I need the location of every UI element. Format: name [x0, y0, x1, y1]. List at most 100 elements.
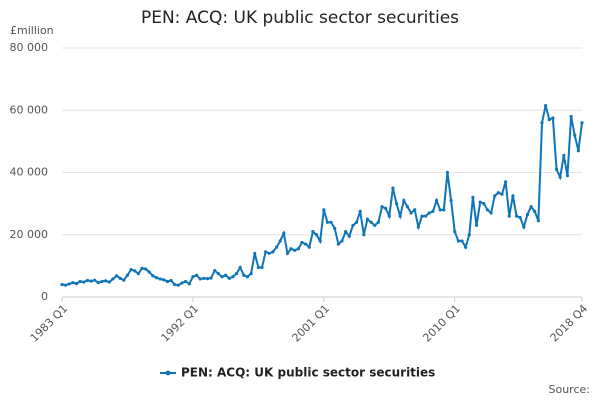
point	[285, 251, 290, 256]
point	[485, 208, 490, 212]
point	[576, 149, 580, 153]
point	[82, 280, 86, 284]
point	[562, 153, 566, 157]
point	[184, 279, 188, 284]
point	[522, 225, 526, 229]
chart-title: PEN: ACQ: UK public sector securities	[141, 8, 459, 28]
point	[136, 272, 140, 276]
point	[169, 278, 173, 283]
point	[478, 200, 482, 204]
point	[289, 247, 293, 251]
point	[413, 208, 417, 212]
point	[274, 245, 279, 249]
point	[253, 251, 257, 256]
point	[438, 208, 442, 212]
point	[162, 278, 166, 282]
point	[176, 283, 180, 287]
point	[194, 273, 199, 277]
point	[78, 279, 82, 284]
point	[213, 268, 217, 273]
point	[147, 270, 151, 274]
point	[391, 186, 395, 190]
point	[558, 175, 562, 179]
point	[529, 205, 533, 209]
point	[344, 230, 348, 234]
point	[333, 226, 337, 231]
point	[351, 223, 355, 228]
point	[238, 265, 242, 270]
x-tick-label: 2010 Q1	[420, 302, 463, 345]
point	[453, 230, 457, 234]
point	[569, 114, 573, 119]
point	[511, 194, 515, 198]
point	[373, 223, 377, 228]
point	[380, 205, 384, 209]
point	[304, 242, 308, 246]
y-tick-label: 60 000	[10, 103, 49, 116]
point	[191, 275, 195, 279]
point	[358, 209, 362, 214]
point	[347, 234, 351, 238]
point	[100, 279, 104, 284]
point	[151, 274, 155, 278]
legend-label: PEN: ACQ: UK public sector securities	[181, 366, 435, 380]
point	[96, 281, 100, 285]
point	[249, 272, 253, 276]
point	[209, 276, 213, 280]
point	[216, 272, 220, 276]
point	[314, 233, 319, 237]
point	[311, 230, 315, 234]
point	[187, 282, 191, 286]
point	[318, 239, 322, 243]
point	[296, 247, 300, 251]
point	[504, 180, 508, 184]
y-tick-label: 0	[41, 290, 48, 303]
point	[133, 269, 137, 273]
point	[322, 208, 326, 212]
point	[445, 170, 450, 175]
point	[300, 240, 304, 245]
point	[431, 209, 435, 214]
point	[205, 277, 210, 281]
point	[93, 278, 97, 282]
point	[416, 225, 420, 229]
point	[325, 220, 330, 224]
point	[489, 211, 493, 215]
point	[544, 103, 548, 108]
point	[493, 194, 497, 198]
point	[394, 202, 399, 206]
point	[369, 220, 373, 224]
point	[420, 214, 424, 218]
point	[271, 250, 275, 254]
point	[71, 281, 75, 285]
point	[551, 116, 555, 120]
point	[165, 279, 170, 284]
point	[402, 198, 406, 203]
point	[231, 275, 235, 279]
point	[376, 220, 380, 224]
point	[565, 174, 570, 178]
point	[464, 245, 468, 249]
point	[384, 206, 388, 210]
point	[547, 117, 551, 122]
point	[449, 198, 453, 203]
point	[122, 278, 126, 282]
point	[405, 205, 410, 209]
x-tick-label: 2018 Q4	[548, 302, 591, 345]
point	[158, 277, 162, 281]
point	[173, 282, 177, 287]
point	[104, 279, 108, 283]
point	[442, 208, 446, 212]
point	[362, 233, 366, 237]
point	[434, 198, 439, 203]
point	[474, 223, 479, 228]
point	[140, 266, 144, 270]
point	[354, 220, 359, 224]
y-tick-label: 20 000	[10, 228, 49, 241]
point	[340, 239, 344, 243]
point	[256, 265, 260, 270]
point	[533, 209, 537, 214]
x-tick-label: 2001 Q1	[290, 302, 333, 345]
point	[307, 245, 311, 249]
y-axis-label: £million	[10, 24, 54, 37]
